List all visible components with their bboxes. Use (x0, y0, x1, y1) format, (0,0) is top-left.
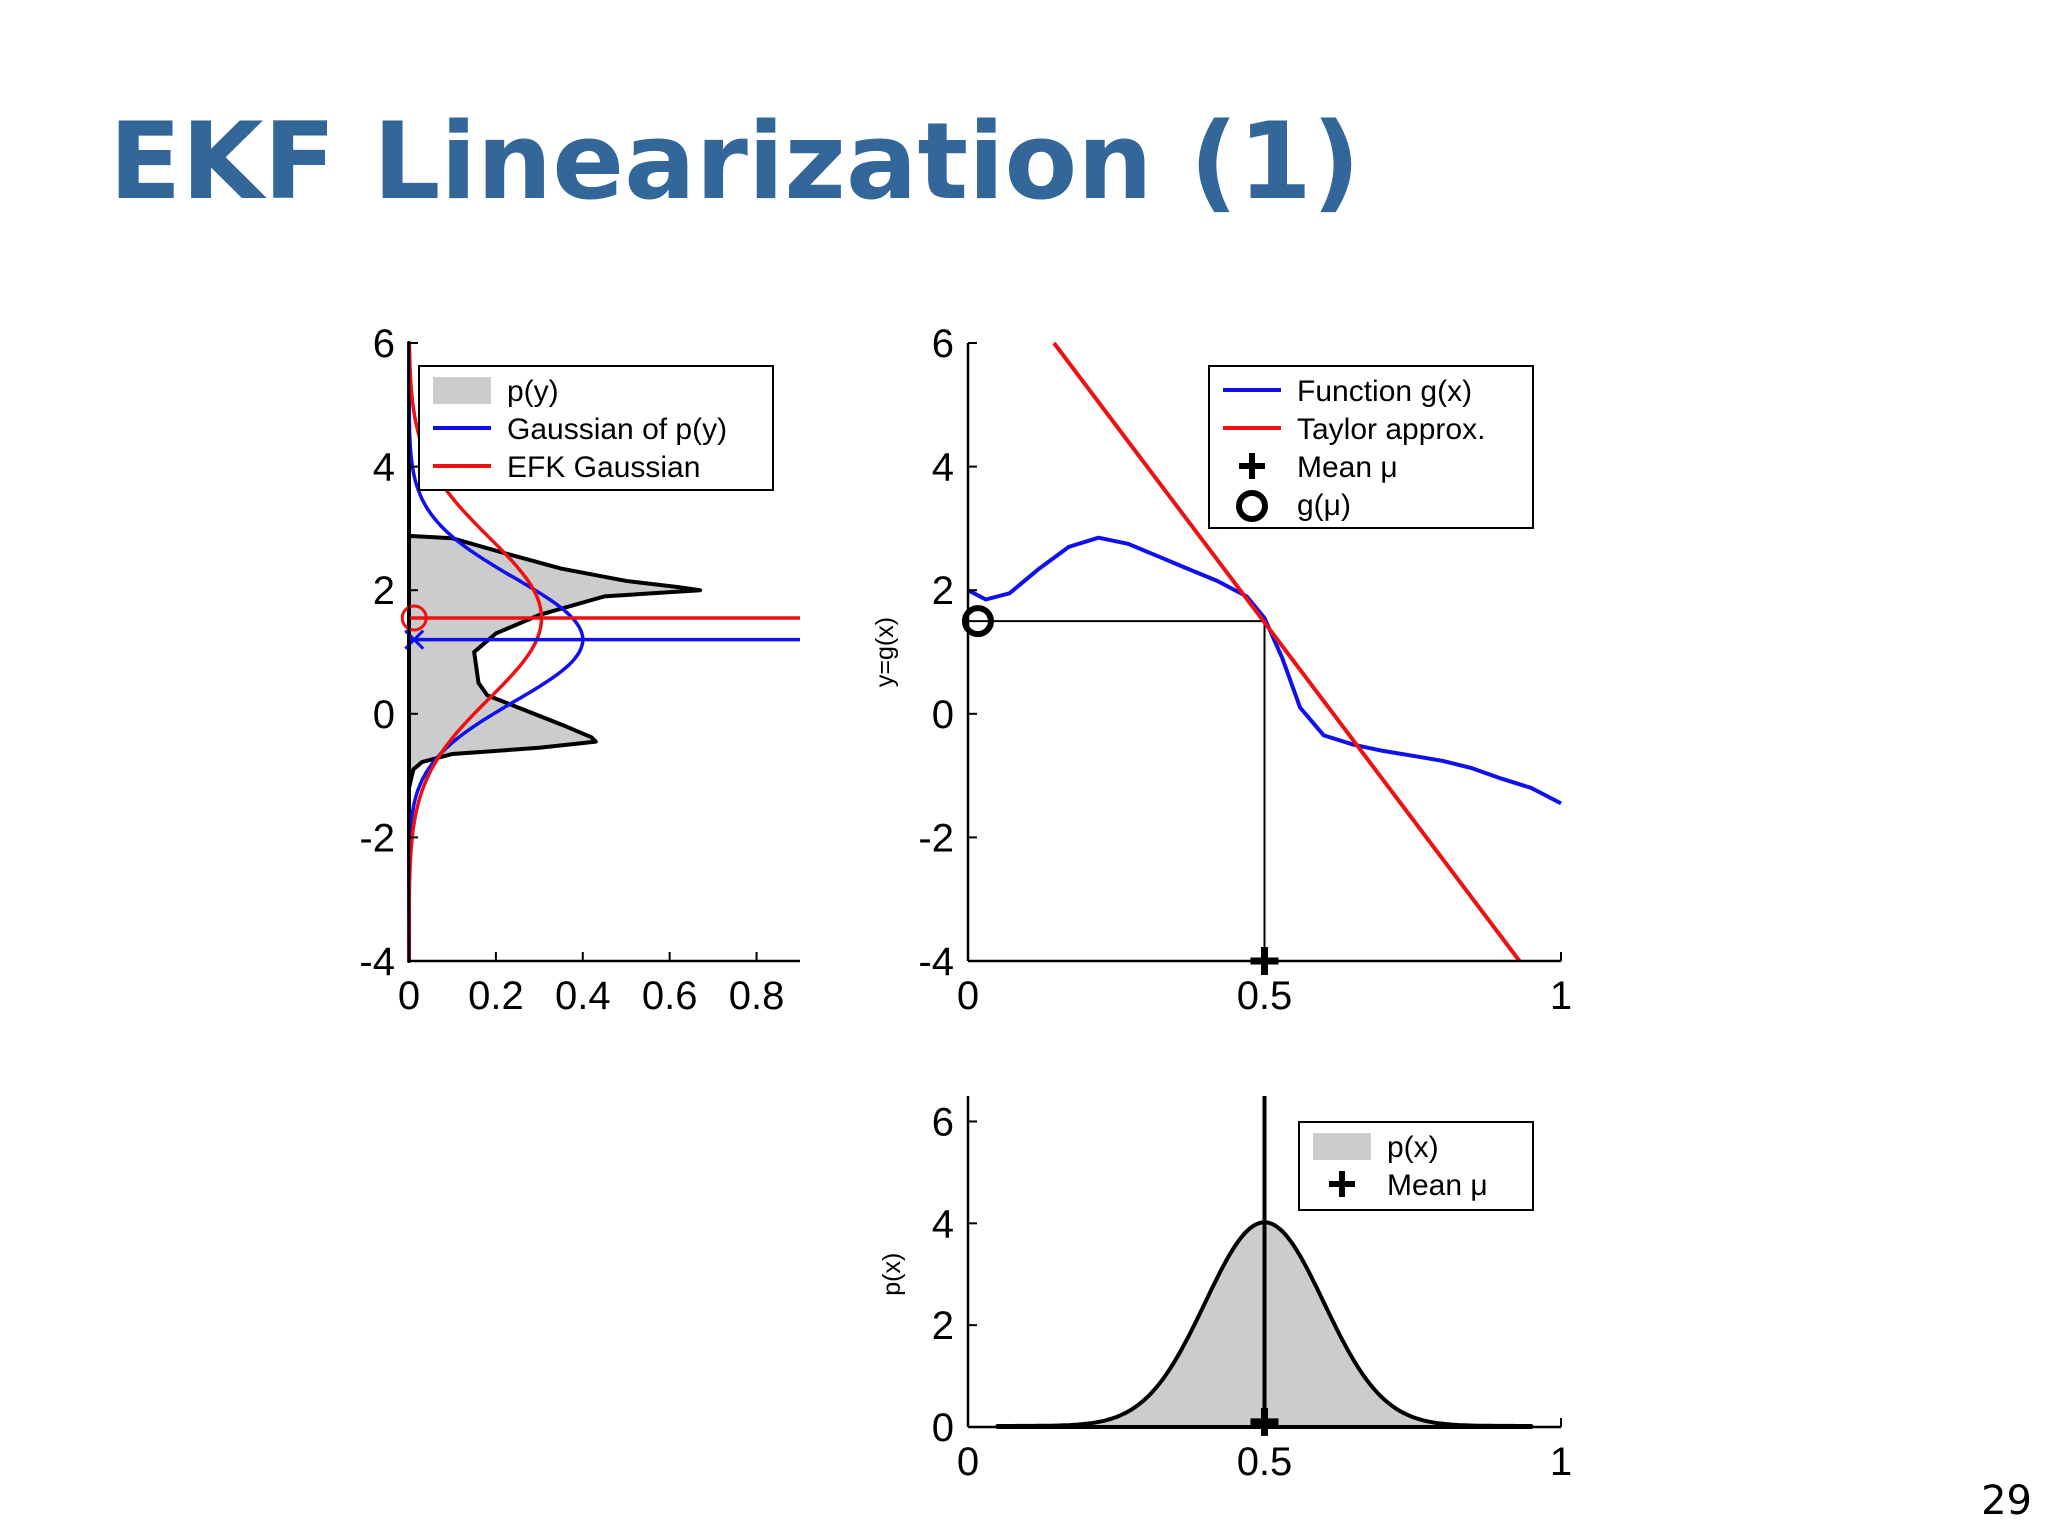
y-axis-label: y=g(x) (871, 617, 899, 687)
x-tick-label: 1 (1550, 1440, 1572, 1484)
efk-mean-marker (400, 604, 428, 632)
taylor-approx-line (1052, 341, 1522, 963)
slide-title: EKF Linearization (1) (109, 100, 1361, 223)
y-tick-label: 2 (932, 1304, 954, 1348)
x-tick-label: 1 (1550, 974, 1572, 1018)
x-tick-label: 0 (398, 974, 420, 1018)
legend-swatch-circle (1236, 490, 1268, 522)
y-tick-label: 2 (373, 569, 395, 613)
legend-label: p(x) (1387, 1131, 1439, 1164)
g-mu-marker (961, 605, 994, 638)
x-tick-label: 0.5 (1237, 974, 1293, 1018)
legend-label: EFK Gaussian (507, 451, 700, 484)
y-axis-label: p(x) (878, 1253, 906, 1296)
y-tick-label: 4 (932, 1202, 954, 1246)
y-tick-label: -4 (918, 940, 954, 984)
y-tick-label: 2 (932, 569, 954, 613)
x-tick-label: 0.6 (642, 974, 698, 1018)
legend-label: Mean μ (1387, 1169, 1488, 1202)
y-tick-label: 0 (373, 693, 395, 737)
legend-label: g(μ) (1297, 489, 1351, 522)
x-tick-label: 0.4 (555, 974, 611, 1018)
input-distribution-panel: 0 0.5 1 0 2 4 6 p(x) p(x) Mean μ (878, 1096, 1572, 1484)
p-y-area (407, 341, 703, 963)
function-g-x-line (967, 535, 1562, 806)
y-tick-label: 0 (932, 1406, 954, 1450)
y-tick-label: 6 (932, 1100, 954, 1144)
y-tick-label: 4 (932, 446, 954, 490)
y-tick-label: 6 (932, 322, 954, 366)
y-tick-label: 4 (373, 446, 395, 490)
x-tick-label: 0 (957, 974, 979, 1018)
legend-label: p(y) (507, 375, 559, 408)
y-tick-label: -2 (359, 816, 395, 860)
legend-label: Mean μ (1297, 451, 1398, 484)
x-tick-label: 0.5 (1237, 1440, 1293, 1484)
x-tick-label: 0.8 (729, 974, 785, 1018)
function-panel: 0 0.5 1 -4 -2 0 2 4 6 y=g(x) Function g(x) Taylor a… (871, 322, 1572, 1018)
legend-swatch-fill (1313, 1133, 1371, 1160)
legend-box (1298, 1121, 1534, 1211)
legend-label: Gaussian of p(y) (507, 413, 727, 446)
legend-swatch-plus (1239, 453, 1265, 479)
legend-label: Taylor approx. (1297, 413, 1485, 446)
legend-swatch-plus (1329, 1171, 1355, 1197)
legend-label: Function g(x) (1297, 375, 1472, 408)
output-distribution-panel: 0 0.2 0.4 0.6 0.8 -4 -2 0 2 4 6 p(y) Gaussian of p(y… (359, 322, 800, 1018)
y-tick-label: 6 (373, 322, 395, 366)
x-tick-label: 0.2 (468, 974, 524, 1018)
y-tick-label: -2 (918, 816, 954, 860)
y-tick-label: 0 (932, 693, 954, 737)
y-tick-label: -4 (359, 940, 395, 984)
page-number: 29 (1981, 1478, 2032, 1524)
mean-mu-marker (1250, 947, 1279, 975)
x-tick-label: 0 (957, 1440, 979, 1484)
legend-swatch-fill (433, 377, 491, 404)
mean-mu-marker (1250, 1407, 1279, 1436)
